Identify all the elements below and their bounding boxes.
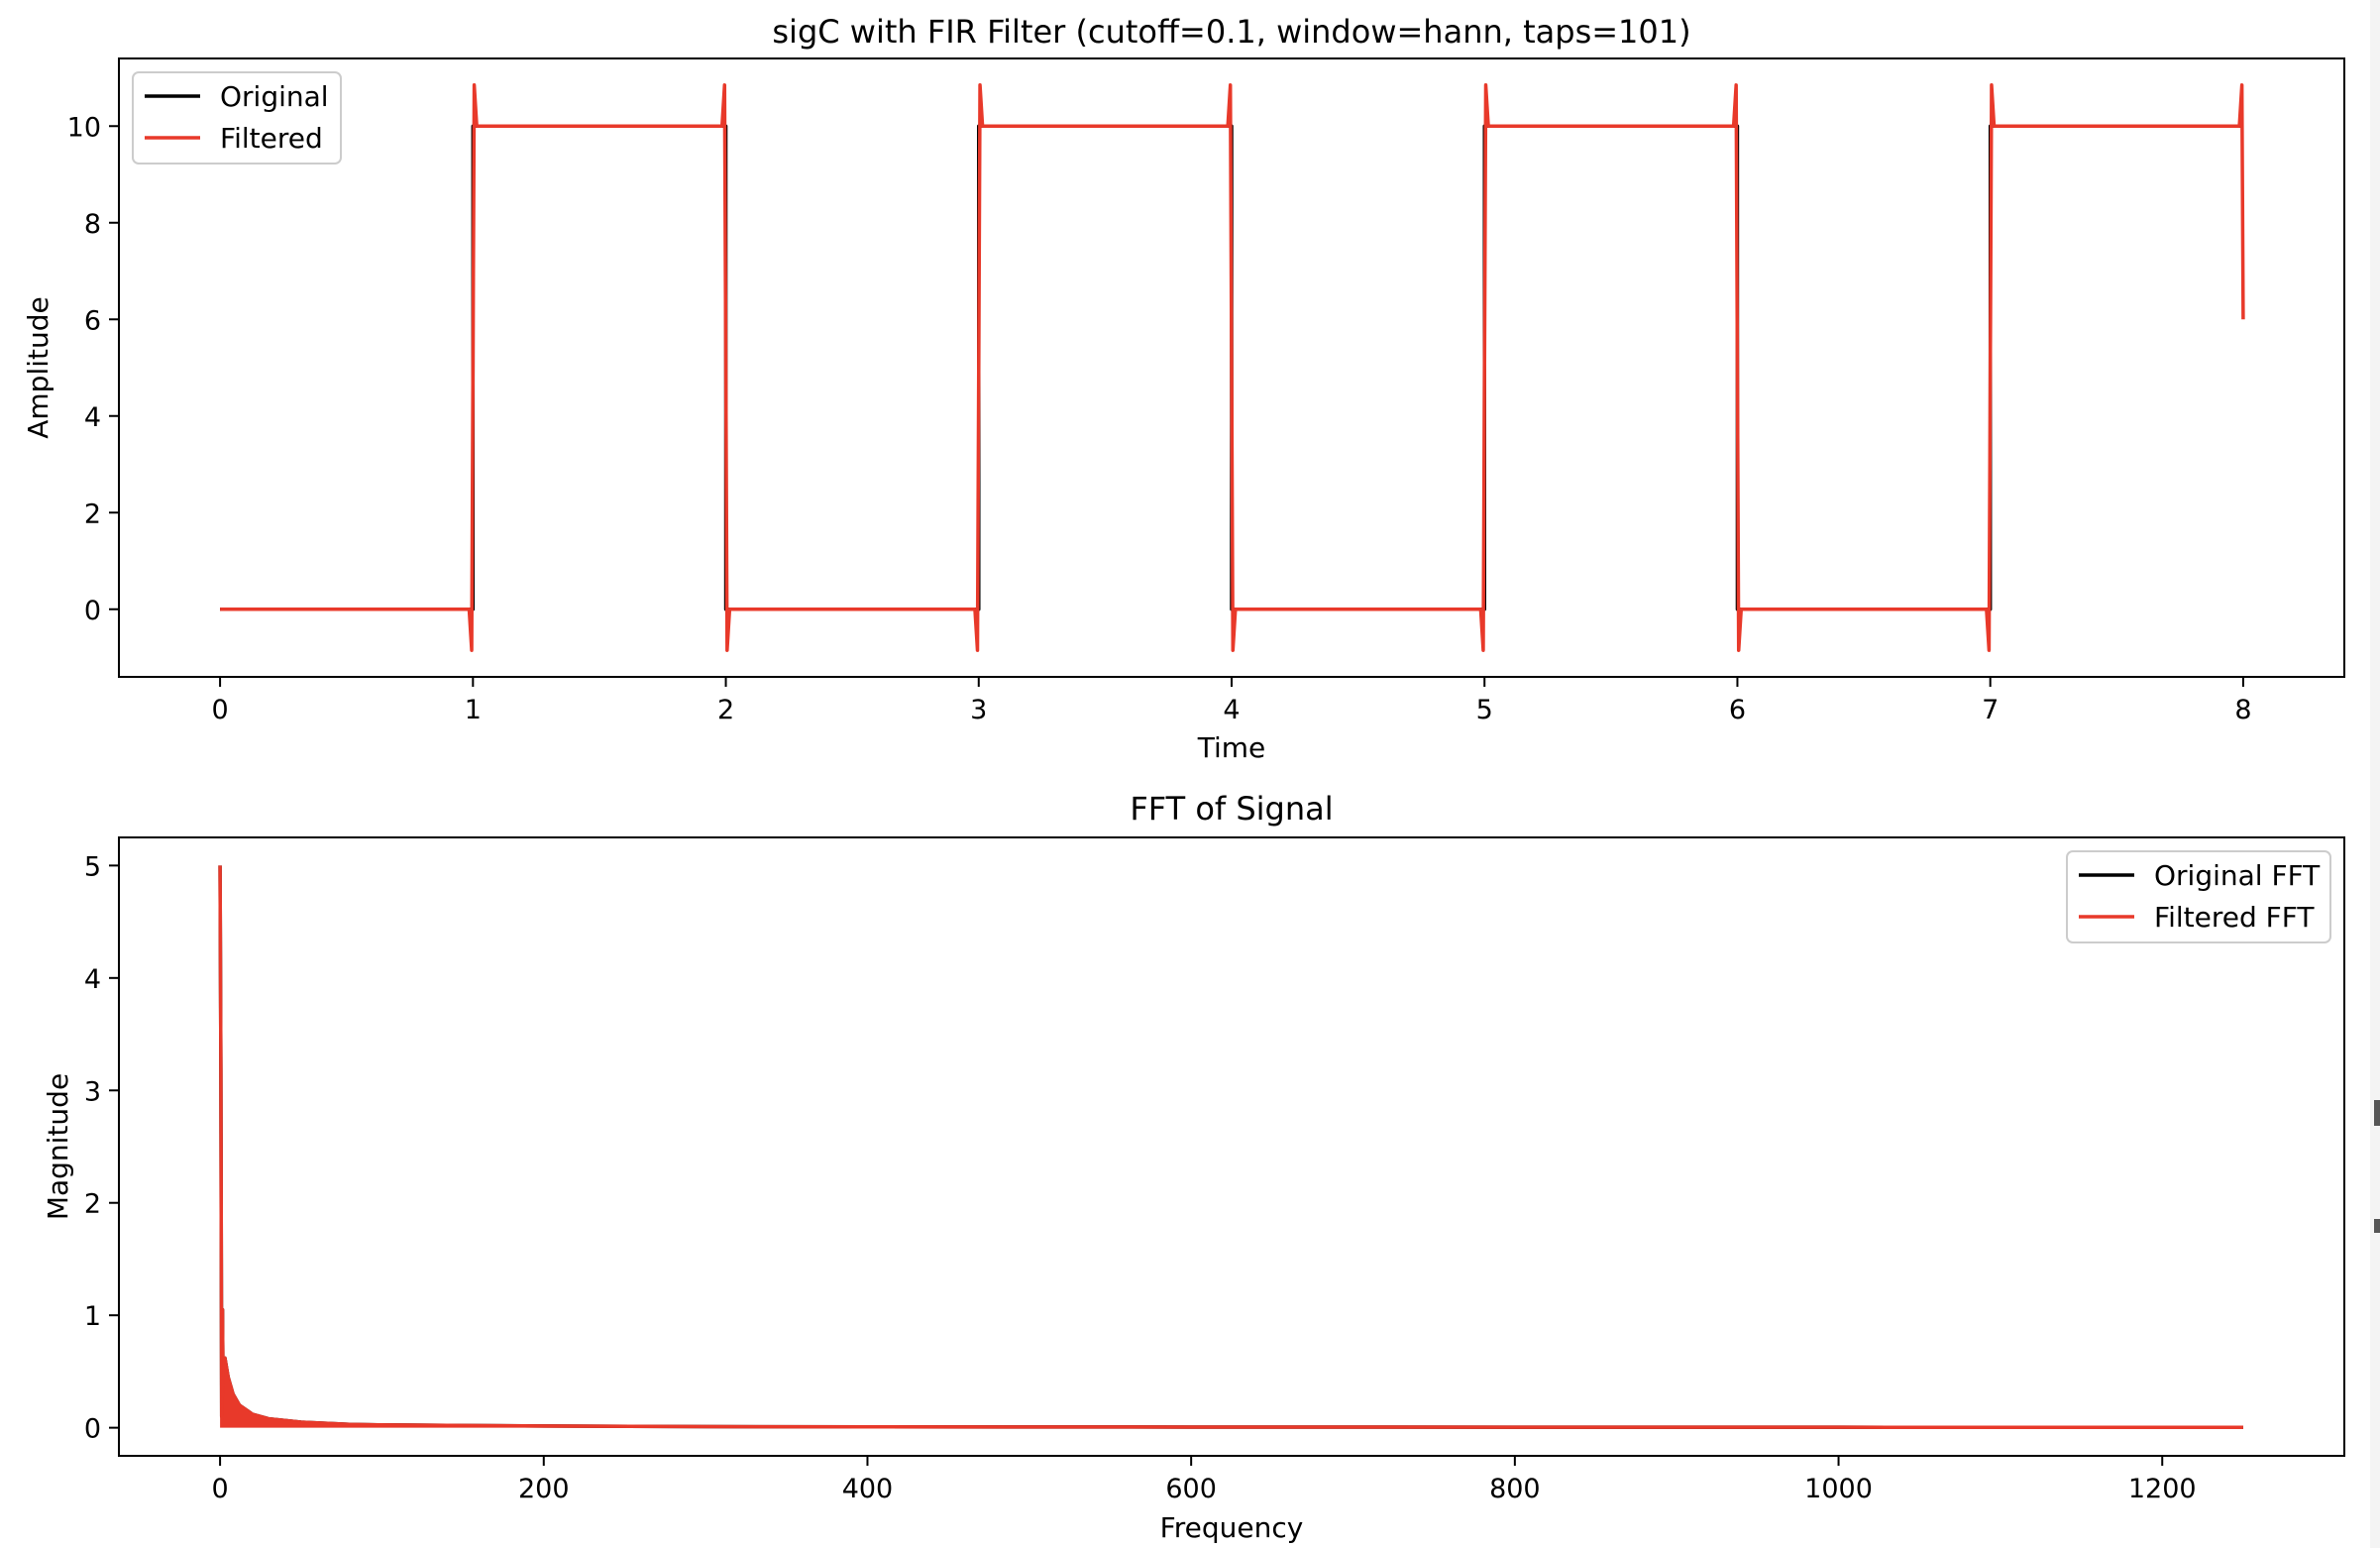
spectrum-fill <box>220 865 2243 1428</box>
x-tick-label: 400 <box>842 1474 894 1504</box>
x-tick-label: 1 <box>465 695 482 725</box>
x-tick-label: 800 <box>1489 1474 1541 1504</box>
y-tick-label: 0 <box>84 1414 101 1445</box>
x-tick-label: 6 <box>1729 695 1746 725</box>
y-tick-label: 8 <box>84 209 101 240</box>
y-tick-label: 10 <box>67 112 101 143</box>
x-tick-label: 3 <box>970 695 987 725</box>
y-tick-label: 0 <box>84 596 101 626</box>
x-axis-label: Frequency <box>1160 1511 1304 1544</box>
x-tick-label: 200 <box>518 1474 570 1504</box>
y-tick-label: 1 <box>84 1301 101 1332</box>
legend-label: Original <box>220 80 329 113</box>
x-tick-label: 1200 <box>2128 1474 2197 1504</box>
window-edge-strip <box>2370 0 2380 1548</box>
x-tick-label: 5 <box>1476 695 1493 725</box>
y-axis-label: Amplitude <box>22 296 54 439</box>
x-tick-label: 0 <box>211 695 228 725</box>
y-tick-label: 4 <box>84 964 101 995</box>
series-line-filtered <box>218 865 2243 1430</box>
chart-title: FFT of Signal <box>1130 790 1333 828</box>
y-tick-label: 4 <box>84 402 101 433</box>
x-tick-label: 1000 <box>1804 1474 1873 1504</box>
y-tick-label: 2 <box>84 498 101 529</box>
x-tick-label: 0 <box>211 1474 228 1504</box>
y-tick-label: 2 <box>84 1189 101 1220</box>
series-line-original <box>218 865 2243 1430</box>
y-tick-label: 5 <box>84 851 101 882</box>
window-edge-mark <box>2374 1219 2380 1233</box>
y-tick-label: 6 <box>84 305 101 336</box>
y-tick-label: 3 <box>84 1076 101 1107</box>
y-axis-label: Magnitude <box>42 1073 74 1220</box>
legend-label: Original FFT <box>2154 859 2321 892</box>
series-line-filtered <box>220 83 2245 652</box>
x-tick-label: 4 <box>1223 695 1240 725</box>
x-tick-label: 600 <box>1165 1474 1217 1504</box>
legend-label: Filtered <box>220 122 323 155</box>
window-edge-mark <box>2374 1100 2380 1126</box>
x-tick-label: 2 <box>717 695 734 725</box>
axes-frame <box>118 836 2345 1457</box>
x-tick-label: 7 <box>1982 695 1999 725</box>
chart-title: sigC with FIR Filter (cutoff=0.1, window… <box>772 13 1690 51</box>
x-axis-label: Time <box>1197 731 1266 764</box>
legend-label: Filtered FFT <box>2154 901 2315 934</box>
x-tick-label: 8 <box>2234 695 2251 725</box>
